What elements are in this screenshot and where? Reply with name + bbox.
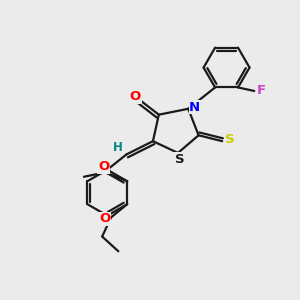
- Text: N: N: [189, 101, 200, 114]
- Text: S: S: [175, 153, 184, 166]
- Text: O: O: [98, 160, 109, 173]
- Text: F: F: [257, 85, 266, 98]
- Text: O: O: [130, 91, 141, 103]
- Text: O: O: [99, 212, 110, 225]
- Text: H: H: [113, 141, 123, 154]
- Text: S: S: [225, 133, 234, 146]
